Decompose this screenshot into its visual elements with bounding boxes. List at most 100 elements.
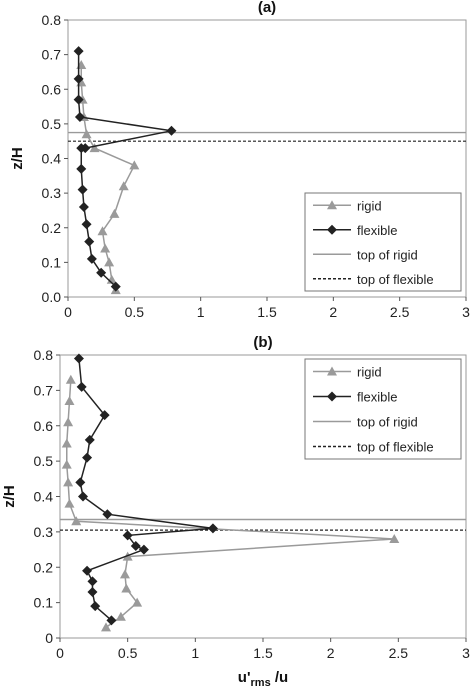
data-point [104, 257, 115, 267]
y-tick-label: 0.5 [42, 116, 62, 132]
y-tick-label: 0.6 [34, 418, 54, 434]
y-tick-label: 0.3 [42, 185, 62, 201]
data-point [82, 565, 93, 576]
data-point [84, 236, 95, 247]
legend [304, 358, 462, 460]
legend-marker [327, 391, 337, 402]
data-point [73, 46, 84, 57]
data-point [138, 544, 149, 555]
data-point [80, 143, 91, 154]
x-tick-label: 1 [197, 304, 205, 320]
data-point [77, 184, 88, 195]
data-point [73, 94, 84, 105]
y-tick-label: 0.4 [42, 151, 62, 167]
data-point [97, 226, 108, 236]
x-tick-label: 2 [329, 304, 337, 320]
y-axis-label: z/H [1, 485, 18, 508]
data-point [102, 509, 113, 520]
data-point [115, 611, 126, 621]
data-point [61, 459, 72, 469]
legend-entry: rigid [357, 198, 382, 213]
x-tick-label: 0 [56, 645, 64, 661]
data-point [63, 417, 74, 427]
data-point [106, 615, 117, 626]
data-point [64, 395, 75, 405]
data-point [71, 516, 82, 526]
legend-entry: flexible [357, 390, 397, 405]
x-tick-label: 1.5 [253, 645, 273, 661]
x-tick-label: 1 [191, 645, 199, 661]
legend-entry: rigid [357, 365, 382, 380]
data-point [121, 583, 132, 593]
data-point [81, 219, 92, 230]
y-tick-label: 0.3 [34, 524, 54, 540]
y-tick-label: 0.8 [42, 12, 62, 28]
data-point [119, 569, 130, 579]
x-tick-label: 2 [327, 645, 335, 661]
x-tick-label: 0.5 [118, 645, 138, 661]
data-point [389, 533, 400, 543]
data-point [73, 73, 84, 84]
data-point [63, 477, 74, 487]
data-point [75, 477, 86, 488]
data-point [129, 160, 140, 170]
data-point [76, 381, 87, 392]
data-point [122, 530, 133, 541]
data-point [118, 181, 129, 191]
x-tick-label: 0 [64, 304, 72, 320]
data-point [87, 576, 98, 587]
data-point [90, 601, 101, 612]
y-tick-label: 0.6 [42, 81, 62, 97]
chart-title: (a) [258, 0, 276, 16]
data-point [130, 541, 141, 552]
data-point [78, 201, 89, 212]
y-axis-label: z/H [9, 147, 26, 170]
legend-entry: top of flexible [357, 440, 434, 455]
y-tick-label: 0.1 [34, 595, 54, 611]
y-tick-label: 0.2 [42, 220, 62, 236]
legend-entry: top of rigid [357, 415, 418, 430]
legend-entry: flexible [357, 223, 397, 238]
data-point [82, 452, 93, 463]
x-axis-label: u'rms /u [238, 669, 288, 689]
data-point [64, 498, 75, 508]
data-point [110, 281, 121, 292]
data-point [101, 622, 112, 632]
data-point [65, 374, 76, 384]
chart-b: (b) 0 0.1 0.2 0.3 0.4 0.5 0.6 0.7 0.8 0 0.5 1 1.5 2 2.5… [1, 334, 470, 689]
legend-entry: top of flexible [357, 272, 434, 287]
y-tick-label: 0 [45, 630, 53, 646]
data-point [166, 125, 177, 136]
legend-marker [327, 200, 337, 210]
data-point [61, 438, 72, 448]
x-tick-label: 0.5 [125, 304, 145, 320]
data-point [99, 410, 110, 421]
data-point [84, 434, 95, 445]
y-tick-label: 0.7 [34, 382, 54, 398]
y-tick-label: 0.1 [42, 254, 62, 270]
data-point [96, 267, 107, 278]
data-point [89, 143, 100, 153]
y-tick-label: 0.0 [42, 289, 62, 305]
y-tick-label: 0.8 [34, 347, 54, 363]
data-point [207, 523, 218, 534]
y-tick-label: 0.5 [34, 453, 54, 469]
data-point [109, 208, 120, 218]
chart-a: (a) 0.0 0.1 0.2 0.3 0.4 0.5 0.6 0.7 0.8 0 0.5 1 1.5 2 2… [9, 0, 470, 320]
legend-marker [327, 224, 337, 235]
data-point [76, 163, 87, 174]
legend [304, 192, 462, 292]
data-point [87, 587, 98, 598]
x-tick-label: 3 [462, 645, 470, 661]
y-tick-label: 0.4 [34, 489, 54, 505]
data-point [100, 243, 111, 253]
data-point [74, 111, 85, 122]
legend-entry: top of rigid [357, 247, 418, 262]
x-tick-label: 3 [462, 304, 470, 320]
y-tick-label: 0.7 [42, 47, 62, 63]
x-tick-label: 1.5 [257, 304, 277, 320]
data-point [81, 129, 92, 139]
data-point [132, 597, 143, 607]
data-point [86, 253, 97, 264]
